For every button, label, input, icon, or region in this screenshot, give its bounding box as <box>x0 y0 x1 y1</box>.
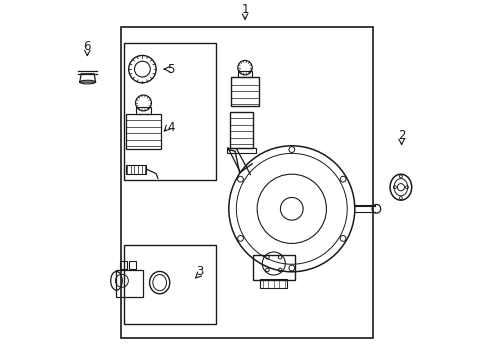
Bar <box>238 71 252 77</box>
Bar <box>129 261 136 269</box>
Bar <box>253 255 294 280</box>
Bar <box>124 245 216 324</box>
Bar <box>260 279 288 288</box>
Text: 3: 3 <box>196 265 204 278</box>
Bar <box>117 270 144 297</box>
Text: 1: 1 <box>241 3 249 15</box>
Bar <box>126 114 161 149</box>
Bar <box>121 27 373 338</box>
Bar <box>227 148 256 153</box>
Bar <box>124 43 216 180</box>
Bar <box>126 165 147 174</box>
Text: 2: 2 <box>398 129 405 141</box>
Bar <box>230 112 253 148</box>
Bar <box>120 261 127 269</box>
Bar <box>136 107 151 114</box>
Text: 5: 5 <box>168 63 175 76</box>
Text: 6: 6 <box>84 40 91 53</box>
Text: 4: 4 <box>168 121 175 134</box>
Bar <box>231 77 259 106</box>
